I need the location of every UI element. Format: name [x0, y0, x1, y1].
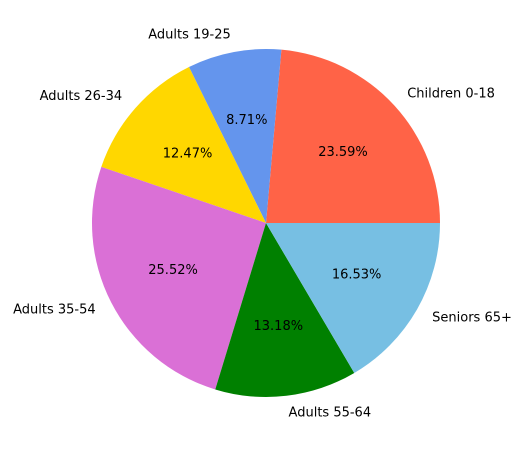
pie-percent-label-adults-35-54: 25.52% [148, 263, 198, 278]
pie-category-label-adults-26-34: Adults 26-34 [40, 89, 123, 104]
pie-slice-seniors-65 [266, 223, 440, 373]
pie-percent-label-children-0-18: 23.59% [318, 145, 368, 160]
pie-slice-adults-26-34 [101, 66, 266, 223]
pie-category-label-adults-55-64: Adults 55-64 [289, 406, 372, 421]
pie-percent-label-adults-26-34: 12.47% [163, 147, 213, 162]
pie-category-labels: Children 0-18 Adults 19-25 Adults 26-34 Adu… [13, 27, 512, 420]
pie-category-label-adults-19-25: Adults 19-25 [148, 27, 231, 42]
pie-category-label-adults-35-54: Adults 35-54 [13, 303, 96, 318]
pie-percent-label-adults-19-25: 8.71% [226, 113, 267, 128]
pie-slice-adults-55-64 [215, 223, 355, 398]
pie-slice-adults-19-25 [188, 48, 282, 223]
pie-category-label-seniors-65: Seniors 65+ [432, 310, 512, 325]
pie-category-label-children-0-18: Children 0-18 [407, 86, 495, 101]
pie-percent-labels: 23.59% 8.71% 12.47% 25.52% 13.18% 16.53% [148, 113, 381, 334]
pie-percent-label-seniors-65: 16.53% [332, 267, 382, 282]
pie-slice-children-0-18 [266, 49, 440, 224]
pie-slices [92, 48, 440, 398]
pie-percent-label-adults-55-64: 13.18% [254, 319, 304, 334]
pie-slice-adults-35-54 [92, 166, 266, 390]
